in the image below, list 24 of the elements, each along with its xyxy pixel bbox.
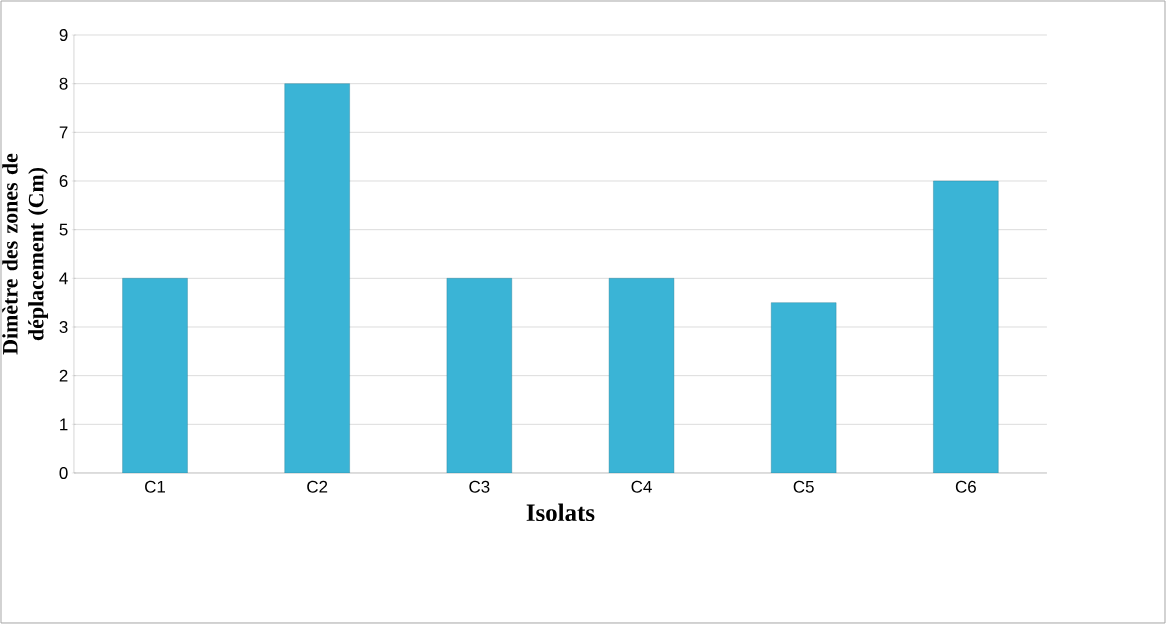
x-tick-label: C5 — [793, 480, 814, 493]
y-tick-label: 2 — [59, 369, 68, 382]
x-tick-label: C2 — [307, 480, 328, 493]
x-tick-label: C4 — [631, 480, 652, 493]
bar — [771, 302, 837, 473]
y-axis-title: Dimètre des zones de déplacement (Cm) — [2, 153, 49, 355]
bar — [122, 278, 188, 473]
y-tick-label: 8 — [59, 77, 68, 90]
y-tick-label: 0 — [59, 466, 68, 479]
y-tick-label: 9 — [59, 29, 68, 41]
x-tick-label: C1 — [145, 480, 166, 493]
bar — [284, 83, 350, 473]
y-tick-label: 7 — [59, 126, 68, 139]
x-tick-label: C3 — [469, 480, 490, 493]
bar — [446, 278, 512, 473]
bar — [608, 278, 675, 473]
bar — [933, 180, 999, 473]
x-axis-title: Isolats — [526, 503, 595, 522]
y-tick-label: 5 — [59, 223, 68, 236]
y-tick-label: 1 — [60, 418, 68, 431]
y-tick-label: 4 — [59, 272, 68, 285]
x-tick-label: C6 — [955, 480, 976, 493]
y-tick-label: 3 — [59, 320, 68, 333]
y-tick-label: 6 — [59, 174, 68, 187]
